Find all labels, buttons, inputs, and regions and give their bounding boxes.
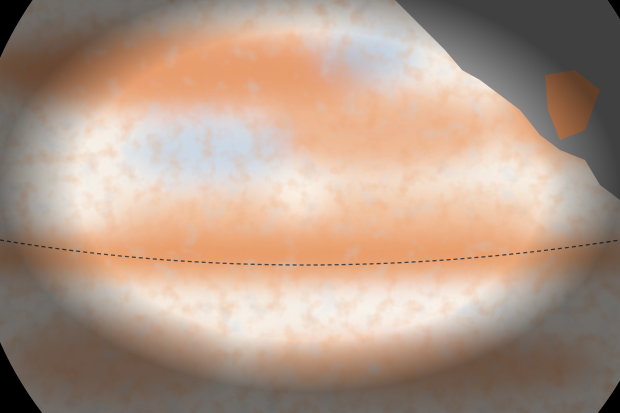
globe-svg [0,0,620,413]
globe-image [0,0,620,413]
ocean [0,0,620,413]
